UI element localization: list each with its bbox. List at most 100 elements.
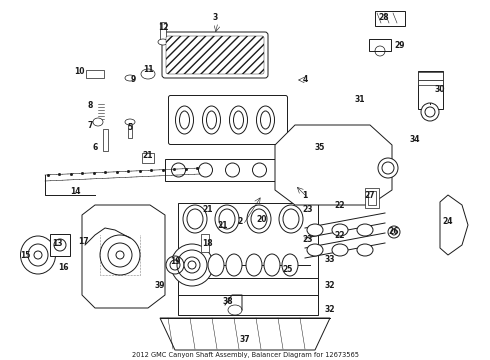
Text: 11: 11 — [143, 66, 153, 75]
Ellipse shape — [125, 75, 135, 81]
Text: 21: 21 — [218, 220, 228, 230]
Ellipse shape — [171, 244, 213, 286]
Ellipse shape — [279, 205, 303, 233]
Text: 32: 32 — [325, 280, 335, 289]
Text: 34: 34 — [410, 135, 420, 144]
Bar — [369, 39, 391, 51]
Ellipse shape — [332, 244, 348, 256]
Bar — [365, 188, 379, 208]
Ellipse shape — [183, 205, 207, 233]
Text: 18: 18 — [202, 238, 212, 248]
Bar — [368, 191, 376, 205]
Bar — [375, 10, 405, 26]
Bar — [178, 203, 318, 293]
Text: 10: 10 — [74, 68, 84, 77]
Text: 2012 GMC Canyon Shaft Assembly, Balancer Diagram for 12673565: 2012 GMC Canyon Shaft Assembly, Balancer… — [131, 352, 359, 358]
Text: 27: 27 — [365, 190, 375, 199]
Ellipse shape — [208, 254, 224, 276]
Polygon shape — [440, 195, 468, 255]
Text: 19: 19 — [170, 257, 180, 266]
Text: 37: 37 — [240, 336, 250, 345]
Text: 21: 21 — [143, 150, 153, 159]
Bar — [102, 129, 107, 151]
Text: 31: 31 — [355, 95, 365, 104]
Ellipse shape — [307, 244, 323, 256]
Ellipse shape — [116, 251, 124, 259]
Text: 30: 30 — [435, 85, 445, 94]
Ellipse shape — [388, 226, 400, 238]
Text: 12: 12 — [158, 23, 168, 32]
Text: 4: 4 — [302, 76, 308, 85]
Ellipse shape — [421, 103, 439, 121]
Ellipse shape — [357, 244, 373, 256]
Text: 14: 14 — [70, 188, 80, 197]
Bar — [142, 153, 154, 163]
Bar — [178, 278, 318, 298]
Text: 23: 23 — [303, 206, 313, 215]
Ellipse shape — [332, 224, 348, 236]
Text: 39: 39 — [155, 280, 165, 289]
Ellipse shape — [166, 256, 184, 274]
Text: 28: 28 — [379, 13, 390, 22]
Polygon shape — [160, 318, 330, 350]
Text: 38: 38 — [222, 297, 233, 306]
Bar — [50, 234, 70, 256]
Text: 5: 5 — [127, 123, 133, 132]
Ellipse shape — [21, 236, 55, 274]
Text: 22: 22 — [335, 201, 345, 210]
Ellipse shape — [246, 254, 262, 276]
Text: 25: 25 — [283, 266, 293, 274]
Polygon shape — [275, 125, 392, 205]
Text: 1: 1 — [302, 190, 308, 199]
Bar — [178, 295, 318, 315]
Text: 6: 6 — [93, 144, 98, 153]
Ellipse shape — [226, 254, 242, 276]
Text: 32: 32 — [325, 306, 335, 315]
Text: 7: 7 — [87, 121, 93, 130]
Text: 29: 29 — [395, 40, 405, 49]
Ellipse shape — [357, 224, 373, 236]
Text: 33: 33 — [325, 256, 335, 265]
Ellipse shape — [282, 254, 298, 276]
Ellipse shape — [93, 118, 103, 126]
Ellipse shape — [247, 205, 271, 233]
Ellipse shape — [184, 257, 200, 273]
Ellipse shape — [215, 205, 239, 233]
FancyBboxPatch shape — [162, 32, 268, 78]
Text: 21: 21 — [203, 206, 213, 215]
Bar — [165, 159, 279, 181]
Text: 16: 16 — [58, 264, 68, 273]
Bar — [86, 70, 104, 78]
Bar — [160, 22, 166, 42]
Text: 26: 26 — [389, 228, 399, 237]
Text: 15: 15 — [20, 251, 30, 260]
Text: 9: 9 — [130, 76, 136, 85]
Ellipse shape — [378, 158, 398, 178]
Text: 17: 17 — [78, 238, 88, 247]
Text: 23: 23 — [303, 235, 313, 244]
FancyBboxPatch shape — [166, 36, 264, 74]
Ellipse shape — [307, 224, 323, 236]
Bar — [417, 72, 442, 80]
Polygon shape — [82, 205, 165, 308]
Text: 24: 24 — [443, 217, 453, 226]
Ellipse shape — [264, 254, 280, 276]
Bar — [128, 122, 132, 138]
FancyBboxPatch shape — [169, 95, 288, 144]
Ellipse shape — [125, 119, 135, 125]
Text: 3: 3 — [212, 13, 218, 22]
Ellipse shape — [158, 39, 168, 45]
Bar — [201, 234, 209, 252]
Ellipse shape — [141, 69, 155, 79]
Text: 8: 8 — [87, 100, 93, 109]
Text: 13: 13 — [52, 238, 62, 248]
Text: 2: 2 — [237, 217, 243, 226]
Text: 22: 22 — [335, 230, 345, 239]
Text: 20: 20 — [257, 216, 267, 225]
Bar — [417, 80, 442, 85]
Text: 35: 35 — [315, 144, 325, 153]
Bar — [417, 71, 442, 109]
Ellipse shape — [34, 251, 42, 259]
Text: 36: 36 — [187, 261, 197, 270]
Ellipse shape — [228, 305, 242, 315]
